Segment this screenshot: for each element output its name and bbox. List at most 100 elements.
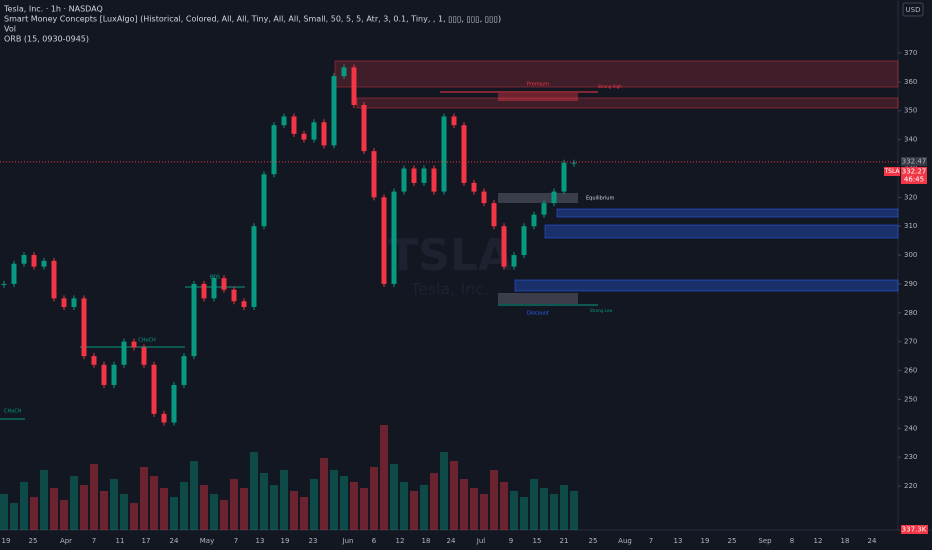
orb-legend[interactable]: ORB (15, 0930-0945) <box>4 35 89 44</box>
volume-bar <box>340 476 348 530</box>
indicator-legend[interactable]: Smart Money Concepts [LuxAlgo] (Historic… <box>4 15 501 24</box>
candle <box>181 356 187 385</box>
candle <box>541 203 547 215</box>
date-label: 6 <box>372 537 377 545</box>
symbol-title[interactable]: Tesla, Inc. · 1h · NASDAQ <box>3 5 103 14</box>
volume-bar <box>40 470 48 530</box>
last-price-label: 332.27 <box>902 168 927 176</box>
price-tick-label: 220 <box>904 482 917 490</box>
high-label: 332.47 <box>902 158 927 166</box>
date-label: 18 <box>841 537 850 545</box>
volume-bar <box>190 461 198 530</box>
candle <box>41 260 47 267</box>
candle <box>161 413 167 423</box>
date-label: Sep <box>758 537 772 545</box>
currency-button[interactable] <box>902 2 924 17</box>
volume-bar <box>120 494 128 530</box>
volume-bar <box>200 485 208 530</box>
choch-label: CHoCH <box>138 338 156 344</box>
volume-bar <box>450 461 458 530</box>
date-label: 7 <box>649 537 653 545</box>
price-tick-label: 300 <box>904 251 917 259</box>
price-tick-label: 370 <box>904 49 917 57</box>
candle <box>11 263 17 284</box>
candle <box>521 226 527 256</box>
candle <box>261 174 267 227</box>
candle <box>151 364 157 414</box>
volume-bar <box>60 500 68 530</box>
volume-bar <box>540 488 548 530</box>
date-label: 21 <box>560 537 569 545</box>
date-label: 7 <box>92 537 96 545</box>
date-label: 12 <box>814 537 823 545</box>
volume-bar <box>520 497 528 530</box>
volume-legend[interactable]: Vol <box>4 25 16 34</box>
volume-bar <box>90 464 98 530</box>
discount-label: Discount <box>527 311 549 317</box>
volume-bar <box>270 485 278 530</box>
volume-pane <box>0 425 578 530</box>
volume-bar <box>0 494 8 530</box>
candle <box>571 162 577 164</box>
candles <box>1 64 577 426</box>
candle <box>441 116 447 192</box>
equilibrium-box <box>498 193 578 203</box>
candle <box>271 125 277 175</box>
volume-bar <box>550 494 558 530</box>
date-label: May <box>200 537 214 545</box>
volume-last-label: 337.3K <box>902 526 927 534</box>
date-label: 24 <box>868 537 877 545</box>
candle <box>501 226 507 267</box>
candle <box>301 133 307 140</box>
date-label: 19 <box>701 537 710 545</box>
volume-bar <box>370 467 378 530</box>
candle <box>201 283 207 299</box>
high-tag <box>901 157 927 166</box>
volume-bar <box>100 491 108 530</box>
candle <box>231 289 237 302</box>
candle <box>91 356 97 365</box>
candle <box>191 283 197 357</box>
candle <box>221 278 227 290</box>
date-label: Jun <box>342 537 354 545</box>
premium-zone <box>334 60 899 88</box>
volume-bar <box>310 479 318 530</box>
price-tick-label: 350 <box>904 107 917 115</box>
candle <box>331 76 337 146</box>
candle <box>321 122 327 146</box>
candle <box>491 203 497 227</box>
price-tick-label: 230 <box>904 453 917 461</box>
candle <box>61 298 67 308</box>
price-tick-label: 360 <box>904 78 917 86</box>
date-label: 25 <box>29 537 38 545</box>
volume-bar <box>280 470 288 530</box>
volume-bar <box>220 500 228 530</box>
volume-bar <box>170 497 178 530</box>
volume-bar <box>10 503 18 530</box>
currency-label[interactable]: USD <box>906 6 921 14</box>
price-tick-label: 320 <box>904 193 917 201</box>
date-label: 13 <box>674 537 683 545</box>
volume-bar <box>510 491 518 530</box>
price-tick-label: 240 <box>904 424 917 432</box>
date-label: 13 <box>256 537 265 545</box>
countdown-label: 46:45 <box>904 176 924 184</box>
candle <box>471 182 477 192</box>
premium-box <box>498 93 578 101</box>
volume-bar <box>390 464 398 530</box>
volume-bar <box>530 479 538 530</box>
date-label: 25 <box>728 537 737 545</box>
volume-bar <box>180 482 188 530</box>
volume-bar <box>130 503 138 530</box>
volume-bar <box>350 482 358 530</box>
date-label: 7 <box>234 537 238 545</box>
date-label: 17 <box>142 537 151 545</box>
watermark: TSLA <box>388 230 512 281</box>
volume-bar <box>330 470 338 530</box>
volume-bar <box>70 476 78 530</box>
volume-bar <box>400 482 408 530</box>
candle <box>111 364 117 385</box>
candle <box>551 191 557 204</box>
price-tick-label: 280 <box>904 309 917 317</box>
